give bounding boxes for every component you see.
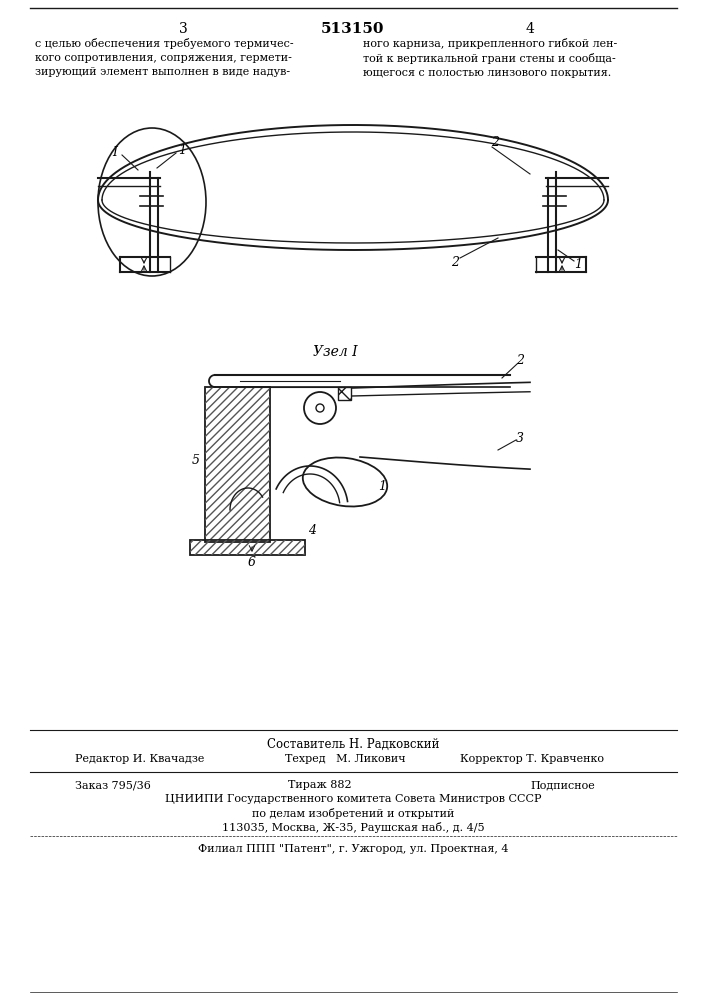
Text: 2: 2: [516, 354, 524, 366]
Text: ЦНИИПИ Государственного комитета Совета Министров СССР: ЦНИИПИ Государственного комитета Совета …: [165, 794, 542, 804]
Text: 1: 1: [378, 481, 386, 493]
Bar: [190, 540, 305, 555]
Circle shape: [316, 404, 324, 412]
Bar: [338, 387, 351, 400]
Text: 3: 3: [179, 22, 187, 36]
Text: Филиал ППП "Патент", г. Ужгород, ул. Проектная, 4: Филиал ППП "Патент", г. Ужгород, ул. Про…: [198, 844, 508, 854]
Text: Подписное: Подписное: [530, 780, 595, 790]
Text: 6: 6: [248, 556, 256, 568]
Text: Составитель Н. Радковский: Составитель Н. Радковский: [267, 738, 439, 751]
Text: Заказ 795/36: Заказ 795/36: [75, 780, 151, 790]
Text: 1: 1: [574, 258, 582, 271]
Text: 113035, Москва, Ж-35, Раушская наб., д. 4/5: 113035, Москва, Ж-35, Раушская наб., д. …: [222, 822, 484, 833]
Bar: [190, 540, 305, 555]
Text: 3: 3: [516, 432, 524, 444]
Text: Техред   М. Ликович: Техред М. Ликович: [285, 754, 406, 764]
Text: Узел I: Узел I: [312, 345, 357, 359]
Text: 5: 5: [192, 454, 200, 466]
Text: I: I: [112, 145, 117, 158]
Text: 1: 1: [178, 143, 186, 156]
Text: по делам изобретений и открытий: по делам изобретений и открытий: [252, 808, 454, 819]
Text: Корректор Т. Кравченко: Корректор Т. Кравченко: [460, 754, 604, 764]
Text: с целью обеспечения требуемого термичес-
кого сопротивления, сопряжения, гермети: с целью обеспечения требуемого термичес-…: [35, 38, 293, 77]
Bar: [205, 387, 270, 542]
Text: 2: 2: [451, 255, 459, 268]
Text: Редактор И. Квачадзе: Редактор И. Квачадзе: [75, 754, 204, 764]
Text: 4: 4: [308, 524, 316, 536]
Text: 513150: 513150: [321, 22, 385, 36]
Text: Тираж 882: Тираж 882: [288, 780, 352, 790]
Bar: [205, 387, 270, 542]
Text: 4: 4: [525, 22, 534, 36]
Text: ного карниза, прикрепленного гибкой лен-
той к вертикальной грани стены и сообща: ного карниза, прикрепленного гибкой лен-…: [363, 38, 617, 79]
Text: 2: 2: [491, 135, 499, 148]
